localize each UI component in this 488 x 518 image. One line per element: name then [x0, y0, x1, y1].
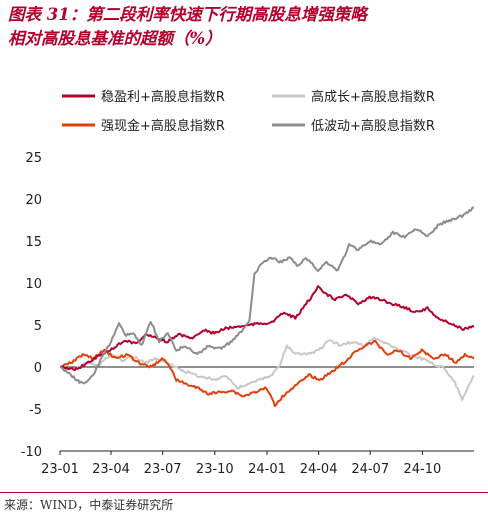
source-divider: [0, 492, 488, 493]
series-line-4: [60, 206, 475, 385]
y-tick-label: 25: [25, 151, 42, 166]
line-chart: 稳盈利+高股息指数R 高成长+高股息指数R 强现金+高股息指数R 低波动+高股息指数R…: [21, 89, 475, 477]
y-tick-label: -5: [29, 403, 42, 418]
x-tick-label: 23-04: [92, 462, 130, 477]
y-tick-label: 5: [34, 319, 42, 334]
chart-title-line-2: 相对高股息基准的超额（%）: [8, 29, 222, 48]
y-tick-label: -10: [21, 445, 42, 460]
x-tick-label: 24-04: [300, 462, 338, 477]
y-tick-label: 20: [25, 193, 42, 208]
legend-label-4: 低波动+高股息指数R: [311, 118, 435, 134]
x-tick-label: 23-07: [144, 462, 182, 477]
series-line-1: [60, 285, 475, 372]
legend-label-3: 强现金+高股息指数R: [101, 118, 225, 134]
x-tick-label: 23-01: [41, 462, 79, 477]
source-note: 来源：WIND，中泰证券研究所: [4, 498, 174, 512]
legend-label-1: 稳盈利+高股息指数R: [101, 89, 225, 105]
x-tick-label: 24-07: [351, 462, 389, 477]
y-tick-label: 15: [25, 235, 42, 250]
x-tick-label: 23-10: [196, 462, 234, 477]
x-tick-label: 24-01: [248, 462, 286, 477]
chart-title: 图表 31：第二段利率快速下行期高股息增强策略 相对高股息基准的超额（%）: [8, 3, 484, 51]
chart-title-line-1: 图表 31：第二段利率快速下行期高股息增强策略: [8, 5, 367, 24]
legend-label-2: 高成长+高股息指数R: [311, 89, 435, 105]
y-tick-label: 10: [25, 277, 42, 292]
x-tick-label: 24-10: [404, 462, 442, 477]
series-line-3: [61, 339, 475, 408]
y-tick-label: 0: [34, 361, 42, 376]
